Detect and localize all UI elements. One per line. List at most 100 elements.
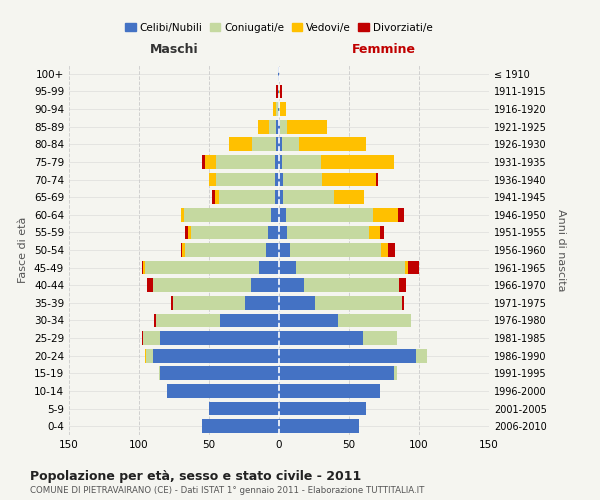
Bar bbox=[276, 138, 279, 151]
Bar bbox=[287, 226, 368, 239]
Bar bbox=[266, 243, 279, 257]
Bar bbox=[280, 102, 286, 116]
Bar bbox=[279, 138, 282, 151]
Text: COMUNE DI PIETRAVAIRANO (CE) - Dati ISTAT 1° gennaio 2011 - Elaborazione TUTTITA: COMUNE DI PIETRAVAIRANO (CE) - Dati ISTA… bbox=[30, 486, 424, 495]
Bar bbox=[268, 226, 279, 239]
Bar bbox=[142, 331, 143, 345]
Bar bbox=[279, 190, 283, 204]
Bar bbox=[167, 384, 279, 398]
Bar bbox=[188, 226, 191, 239]
Bar bbox=[143, 260, 145, 274]
Bar bbox=[334, 190, 364, 204]
Bar bbox=[416, 349, 427, 362]
Bar bbox=[160, 366, 279, 380]
Bar bbox=[259, 260, 279, 274]
Bar bbox=[184, 208, 271, 222]
Y-axis label: Anni di nascita: Anni di nascita bbox=[556, 209, 566, 291]
Bar bbox=[376, 172, 379, 186]
Bar bbox=[181, 208, 184, 222]
Bar bbox=[220, 314, 279, 328]
Bar bbox=[322, 172, 376, 186]
Bar bbox=[153, 349, 279, 362]
Bar bbox=[269, 120, 276, 134]
Bar bbox=[279, 314, 338, 328]
Bar bbox=[388, 243, 395, 257]
Bar bbox=[146, 349, 153, 362]
Bar bbox=[296, 260, 405, 274]
Bar bbox=[279, 155, 282, 169]
Bar bbox=[205, 155, 216, 169]
Bar bbox=[185, 243, 266, 257]
Bar bbox=[279, 172, 283, 186]
Bar bbox=[279, 208, 286, 222]
Bar bbox=[279, 243, 290, 257]
Bar bbox=[286, 208, 373, 222]
Bar bbox=[279, 402, 366, 415]
Bar bbox=[181, 243, 182, 257]
Bar bbox=[316, 296, 402, 310]
Bar bbox=[145, 349, 146, 362]
Bar bbox=[185, 226, 188, 239]
Bar bbox=[405, 260, 408, 274]
Bar bbox=[408, 260, 419, 274]
Y-axis label: Fasce di età: Fasce di età bbox=[19, 217, 28, 283]
Bar bbox=[283, 190, 334, 204]
Bar bbox=[274, 102, 276, 116]
Bar bbox=[381, 243, 388, 257]
Bar bbox=[276, 84, 278, 98]
Bar bbox=[287, 120, 326, 134]
Bar bbox=[191, 226, 268, 239]
Bar bbox=[219, 190, 275, 204]
Bar bbox=[279, 226, 287, 239]
Bar bbox=[304, 278, 400, 292]
Bar bbox=[279, 260, 296, 274]
Bar bbox=[216, 155, 275, 169]
Bar bbox=[282, 155, 321, 169]
Bar bbox=[275, 172, 279, 186]
Bar bbox=[400, 278, 406, 292]
Bar bbox=[271, 208, 279, 222]
Bar bbox=[380, 226, 384, 239]
Bar bbox=[279, 278, 304, 292]
Bar bbox=[282, 138, 299, 151]
Bar bbox=[145, 260, 259, 274]
Bar bbox=[212, 190, 215, 204]
Bar bbox=[278, 67, 279, 80]
Bar bbox=[182, 243, 185, 257]
Bar bbox=[368, 226, 380, 239]
Bar bbox=[142, 260, 143, 274]
Bar bbox=[280, 120, 287, 134]
Bar bbox=[402, 296, 404, 310]
Bar bbox=[148, 278, 153, 292]
Bar bbox=[173, 296, 245, 310]
Bar bbox=[279, 331, 363, 345]
Bar bbox=[276, 120, 279, 134]
Bar bbox=[279, 366, 394, 380]
Bar bbox=[279, 349, 416, 362]
Legend: Celibi/Nubili, Coniugati/e, Vedovi/e, Divorziati/e: Celibi/Nubili, Coniugati/e, Vedovi/e, Di… bbox=[121, 18, 437, 36]
Bar bbox=[209, 172, 216, 186]
Bar bbox=[229, 138, 253, 151]
Bar bbox=[398, 208, 404, 222]
Bar bbox=[202, 155, 205, 169]
Bar bbox=[278, 102, 279, 116]
Bar bbox=[216, 172, 275, 186]
Text: Popolazione per età, sesso e stato civile - 2011: Popolazione per età, sesso e stato civil… bbox=[30, 470, 361, 483]
Bar bbox=[279, 102, 280, 116]
Bar bbox=[338, 314, 410, 328]
Bar bbox=[171, 296, 173, 310]
Bar bbox=[253, 138, 276, 151]
Bar bbox=[278, 84, 279, 98]
Bar bbox=[279, 296, 316, 310]
Bar bbox=[209, 402, 279, 415]
Text: Maschi: Maschi bbox=[149, 43, 199, 56]
Bar bbox=[373, 208, 398, 222]
Bar bbox=[321, 155, 394, 169]
Bar bbox=[299, 138, 366, 151]
Bar bbox=[280, 84, 282, 98]
Bar bbox=[394, 366, 397, 380]
Bar bbox=[276, 102, 278, 116]
Bar bbox=[279, 384, 380, 398]
Bar bbox=[153, 278, 251, 292]
Bar bbox=[279, 120, 280, 134]
